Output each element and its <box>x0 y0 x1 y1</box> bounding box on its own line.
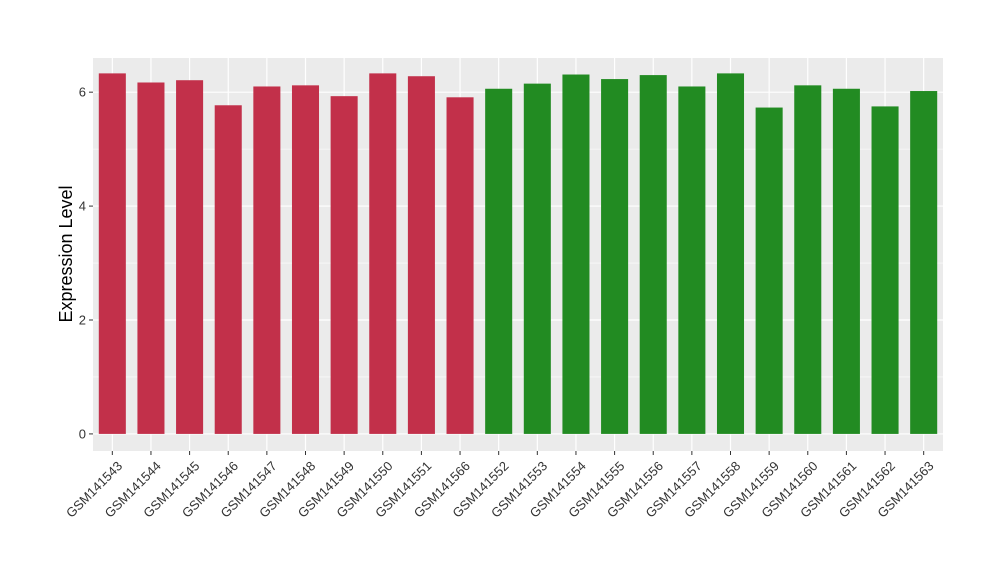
bar-GSM141545 <box>176 80 204 434</box>
bar-GSM141552 <box>485 88 513 434</box>
y-tick-label: 0 <box>79 426 86 441</box>
bar-GSM141553 <box>523 83 551 434</box>
x-axis-ticks: GSM141543GSM141544GSM141545GSM141546GSM1… <box>63 451 937 521</box>
bar-GSM141560 <box>794 85 822 434</box>
bar-GSM141557 <box>678 86 706 434</box>
bar-GSM141554 <box>562 74 590 434</box>
bar-GSM141546 <box>214 105 242 434</box>
bar-GSM141544 <box>137 82 165 434</box>
bar-GSM141561 <box>832 88 860 434</box>
y-tick-label: 4 <box>79 199 86 214</box>
bar-GSM141547 <box>253 86 281 434</box>
y-tick-label: 2 <box>79 313 86 328</box>
bar-GSM141543 <box>98 73 126 434</box>
bar-GSM141566 <box>446 97 474 434</box>
bar-GSM141549 <box>330 96 358 434</box>
bar-GSM141556 <box>639 75 667 434</box>
bar-GSM141559 <box>755 107 783 434</box>
bar-GSM141551 <box>407 76 435 434</box>
bars <box>98 73 938 434</box>
bar-GSM141558 <box>716 73 745 434</box>
bar-GSM141555 <box>601 79 629 434</box>
y-axis-ticks: 0 2 4 6 <box>79 85 93 441</box>
y-tick-label: 6 <box>79 85 86 100</box>
bar-GSM141562 <box>871 106 899 434</box>
bar-GSM141563 <box>910 91 938 434</box>
bar-GSM141550 <box>369 73 397 434</box>
bar-GSM141548 <box>291 85 320 434</box>
y-axis-title: Expression Level <box>56 185 76 322</box>
